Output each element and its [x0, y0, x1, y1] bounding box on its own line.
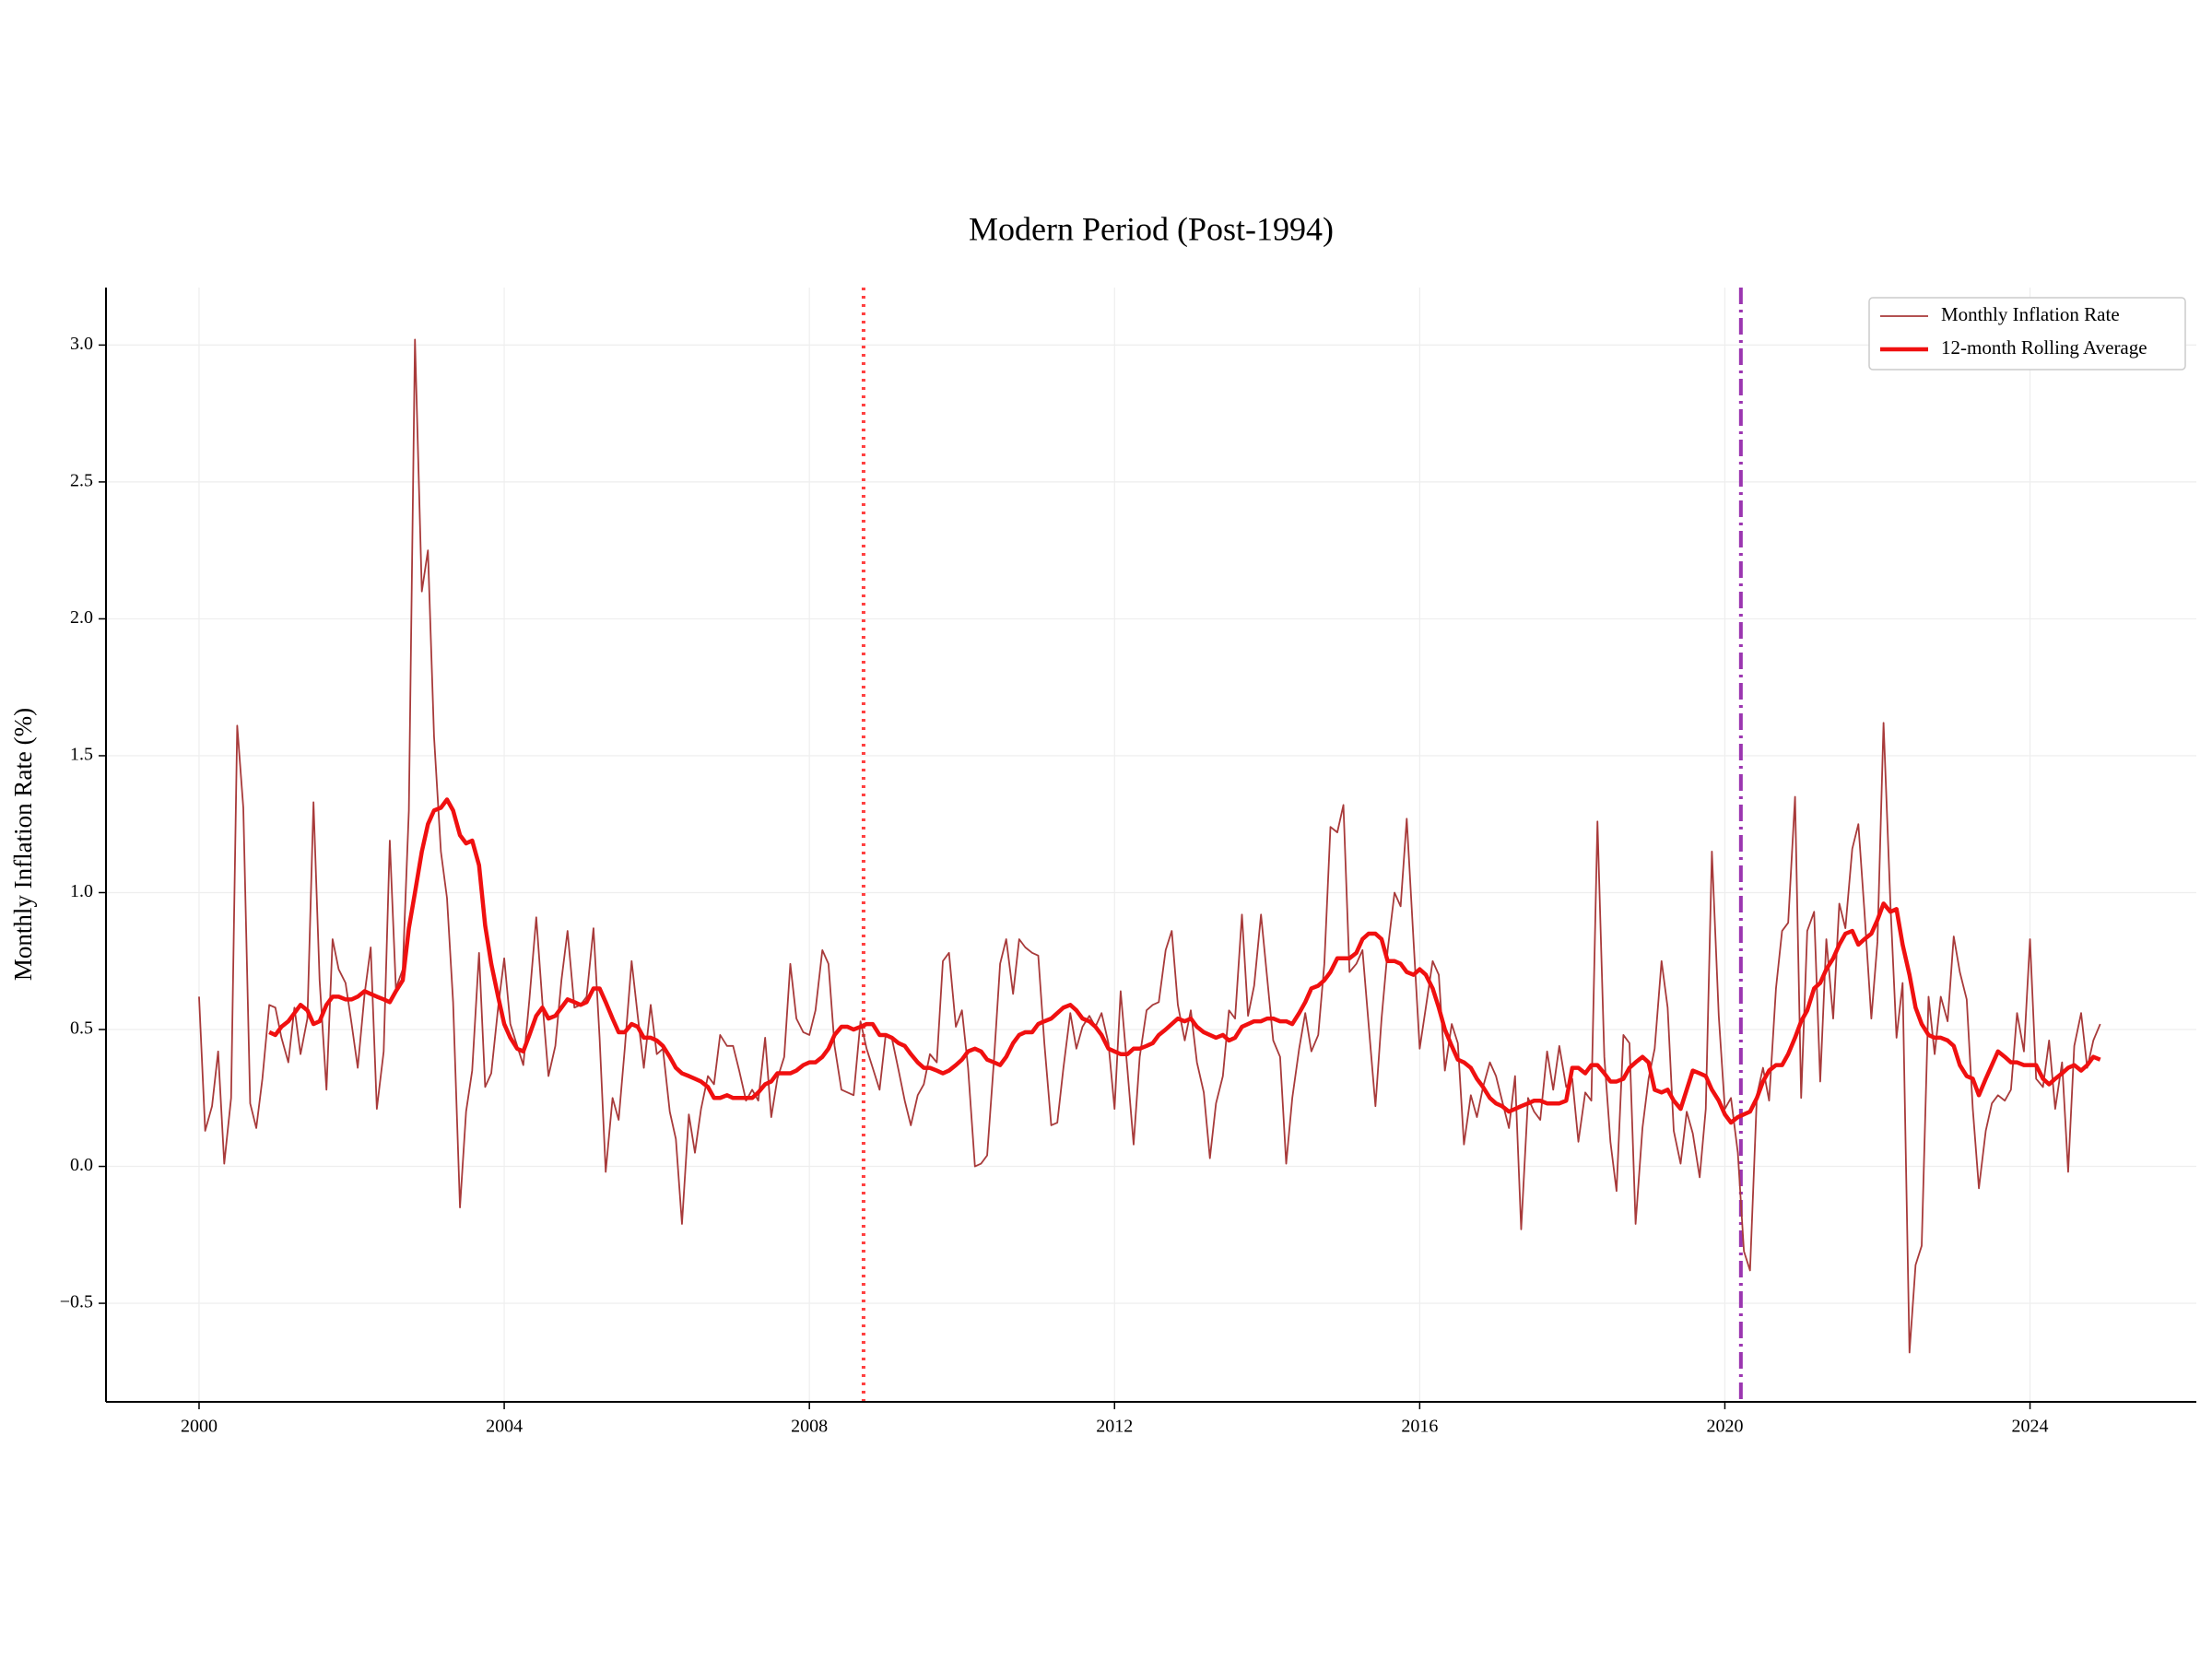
y-tick-label: 3.0 — [70, 334, 93, 354]
y-tick-label: −0.5 — [60, 1292, 93, 1312]
y-tick-label: 2.0 — [70, 607, 93, 628]
x-tick-label: 2016 — [1401, 1417, 1438, 1437]
x-tick-label: 2000 — [181, 1417, 218, 1437]
legend-box — [1868, 297, 2186, 371]
y-tick-label: 0.5 — [70, 1018, 93, 1039]
x-tick-label: 2020 — [1706, 1417, 1743, 1437]
x-tick-label: 2008 — [791, 1417, 828, 1437]
series-line — [268, 797, 2101, 1125]
x-tick-label: 2024 — [2012, 1417, 2049, 1437]
y-tick-label: 2.5 — [70, 471, 93, 491]
y-tick-label: 0.0 — [70, 1155, 93, 1175]
legend-label: 12-month Rolling Average — [1941, 336, 2147, 359]
y-tick-label: 1.5 — [70, 745, 93, 765]
y-axis-label: Monthly Inflation Rate (%) — [9, 708, 37, 981]
legend: Monthly Inflation Rate 12-month Rolling A… — [1868, 297, 2186, 371]
series-line — [198, 338, 2101, 1354]
x-tick-label: 2012 — [1096, 1417, 1133, 1437]
x-tick-label: 2004 — [486, 1417, 523, 1437]
legend-label: Monthly Inflation Rate — [1941, 303, 2120, 325]
y-tick-label: 1.0 — [70, 881, 93, 901]
chart-title: Modern Period (Post-1994) — [969, 210, 1334, 247]
